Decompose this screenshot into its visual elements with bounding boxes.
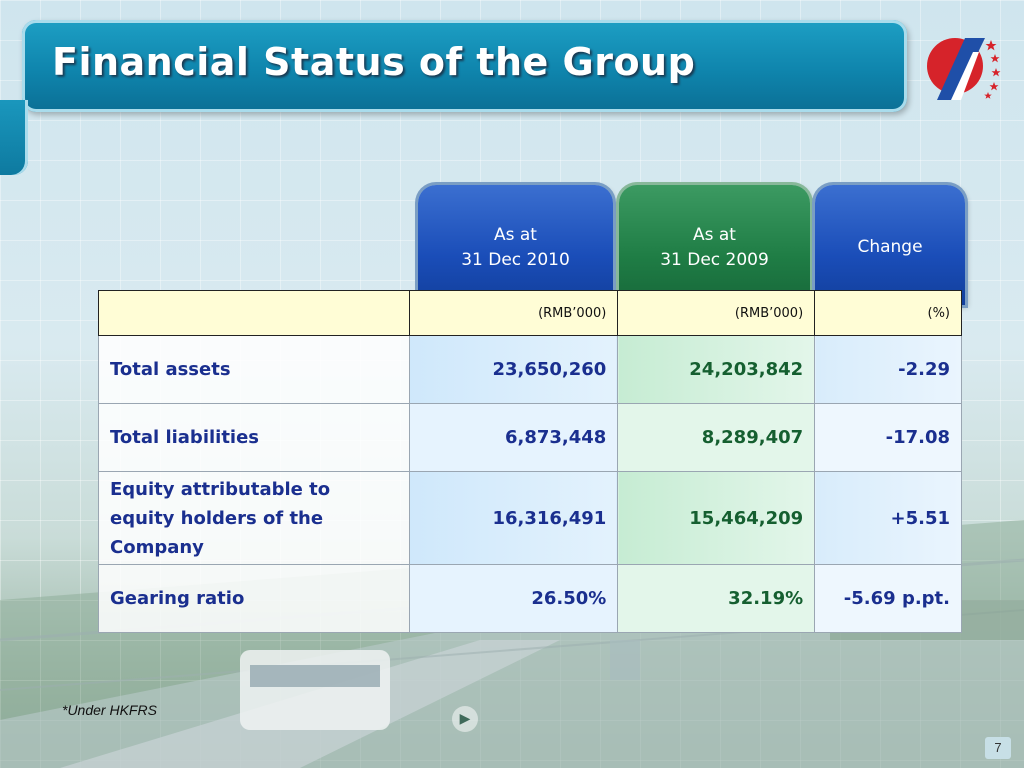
value-2010: 26.50% [408,564,619,633]
title-bar-tail [0,100,28,175]
header-tab-2009: As at 31 Dec 2009 [619,185,810,305]
value-change: -17.08 [814,403,962,472]
next-slide-icon[interactable]: ▶ [452,706,478,732]
value-2010: 6,873,448 [408,403,619,472]
row-label: Equity attributable to equity holders of… [98,471,410,565]
header-2009-line2: 31 Dec 2009 [660,250,769,270]
header-change-label: Change [857,237,923,257]
row-label: Total liabilities [98,403,410,472]
unit-2009: (RMB’000) [617,290,816,336]
value-change: -5.69 p.pt. [814,564,962,633]
value-2009: 32.19% [617,564,816,633]
header-2009-line1: As at [693,225,736,245]
header-tab-2010: As at 31 Dec 2010 [418,185,613,305]
header-tab-change: Change [815,185,965,305]
table-row: Equity attributable to equity holders of… [98,471,962,565]
header-2010-line2: 31 Dec 2010 [461,250,570,270]
value-2009: 8,289,407 [617,403,816,472]
header-2010-line1: As at [494,225,537,245]
unit-2010: (RMB’000) [408,290,619,336]
footnote: *Under HKFRS [62,702,157,718]
page-title: Financial Status of the Group [52,40,696,84]
row-label-line: Company [110,536,204,558]
value-change: +5.51 [814,471,962,565]
financial-status-table: (RMB’000) (RMB’000) (%) Total assets 23,… [98,290,962,633]
row-label-line: Equity attributable to [110,478,331,500]
value-2009: 15,464,209 [617,471,816,565]
table-row: Total liabilities 6,873,448 8,289,407 -1… [98,403,962,472]
title-bar [22,20,907,112]
row-label: Total assets [98,335,410,404]
table-row: Gearing ratio 26.50% 32.19% -5.69 p.pt. [98,564,962,633]
value-2010: 16,316,491 [408,471,619,565]
value-change: -2.29 [814,335,962,404]
value-2009: 24,203,842 [617,335,816,404]
company-logo-icon [927,38,1001,100]
value-2010: 23,650,260 [408,335,619,404]
units-row-blank [98,290,410,336]
row-label: Gearing ratio [98,564,410,633]
page-number: 7 [985,737,1011,759]
unit-change: (%) [814,290,962,336]
row-label-line: equity holders of the [110,507,324,529]
table-row: Total assets 23,650,260 24,203,842 -2.29 [98,335,962,404]
units-row: (RMB’000) (RMB’000) (%) [98,290,962,336]
